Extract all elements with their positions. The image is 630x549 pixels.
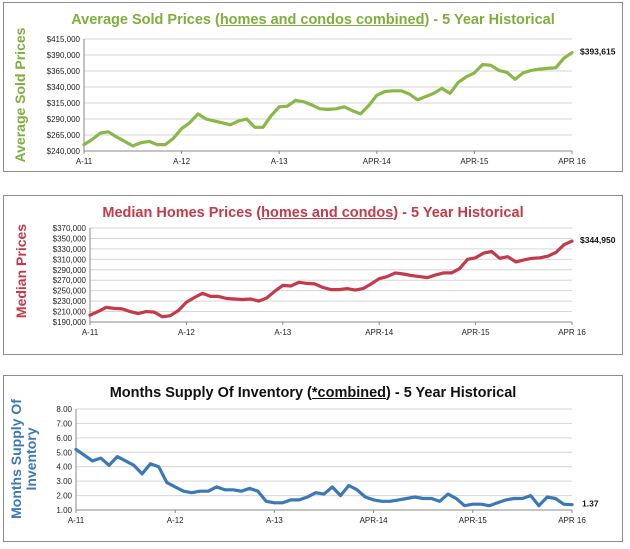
- x-tick-label: A-12: [167, 516, 184, 525]
- x-tick-label: APR-14: [360, 516, 389, 525]
- y-tick-label: 1.00: [56, 506, 72, 515]
- x-tick-label: APR-15: [462, 328, 491, 337]
- x-tick-label: A-11: [76, 157, 93, 166]
- x-tick-label: A-12: [178, 328, 195, 337]
- end-value-label: $344,950: [580, 235, 616, 245]
- y-tick-label: $210,000: [53, 308, 87, 317]
- x-tick-label: APR 16: [558, 157, 586, 166]
- y-tick-label: $290,000: [47, 115, 81, 124]
- x-tick-label: APR 16: [558, 516, 586, 525]
- y-tick-label: $350,000: [53, 234, 87, 243]
- series-line: [74, 447, 574, 508]
- y-tick-label: 2.00: [56, 492, 72, 501]
- end-value-label: $393,615: [580, 47, 616, 57]
- y-tick-label: $415,000: [47, 35, 81, 44]
- x-tick-label: APR-14: [363, 157, 392, 166]
- end-value-label: 1.37: [582, 499, 599, 509]
- title-underlined: homes and condos combined: [219, 12, 425, 28]
- title-underlined: homes and condos: [261, 205, 394, 221]
- average-sold-prices-chart: $240,000 $265,000 $290,000 $315,000 $340,000…: [47, 35, 616, 166]
- y-tick-label: $310,000: [53, 255, 87, 264]
- x-tick-label: APR-14: [365, 328, 394, 337]
- title-part: ) - 5 Year Historical: [386, 385, 517, 401]
- y-tick-label: 3.00: [56, 477, 72, 486]
- y-tick-label: 5.00: [56, 448, 72, 457]
- title-part: ) - 5 Year Historical: [393, 205, 524, 221]
- chart-title: Months Supply Of Inventory (*combined) -…: [4, 385, 622, 401]
- y-tick-label: $250,000: [53, 287, 87, 296]
- months-supply-chart: 1.00 2.00 3.00 4.00 5.00 6.00 7.00 8.00 A-11 A-12…: [56, 405, 599, 525]
- x-tick-label: A-11: [68, 516, 85, 525]
- y-tick-label: 4.00: [56, 463, 72, 472]
- y-tick-label: $365,000: [47, 67, 81, 76]
- x-tick-label: APR-15: [460, 157, 489, 166]
- x-tick-label: APR 16: [558, 328, 586, 337]
- y-tick-label: $390,000: [47, 51, 81, 60]
- y-tick-label: $315,000: [47, 99, 81, 108]
- title-underlined: *combined: [311, 385, 387, 401]
- y-tick-label: 7.00: [56, 419, 72, 428]
- y-tick-label: $230,000: [53, 297, 87, 306]
- y-tick-label: $370,000: [53, 224, 87, 233]
- y-tick-label: $290,000: [53, 266, 87, 275]
- series-line: [88, 239, 574, 319]
- y-tick-label: $240,000: [47, 147, 81, 156]
- x-tick-label: A-13: [271, 157, 288, 166]
- months-supply-panel: Months Supply Of Inventory (*combined) -…: [3, 375, 623, 542]
- y-tick-label: $190,000: [53, 318, 87, 327]
- y-tick-label: $270,000: [53, 276, 87, 285]
- title-part: Average Sold Prices (: [71, 12, 220, 28]
- x-tick-label: A-13: [274, 328, 291, 337]
- y-tick-label: 8.00: [56, 405, 72, 414]
- x-tick-label: APR-15: [459, 516, 488, 525]
- title-part: Months Supply Of Inventory (: [109, 385, 312, 401]
- chart-title: Median Homes Prices (homes and condos) -…: [4, 205, 622, 221]
- x-tick-label: A-11: [82, 328, 99, 337]
- series-line: [82, 51, 574, 148]
- x-tick-label: A-12: [173, 157, 190, 166]
- y-tick-label: $340,000: [47, 83, 81, 92]
- y-tick-label: $330,000: [53, 245, 87, 254]
- chart-title: Average Sold Prices (homes and condos co…: [4, 12, 622, 28]
- average-sold-prices-panel: Average Sold Prices (homes and condos co…: [3, 2, 623, 172]
- title-part: ) - 5 Year Historical: [424, 12, 555, 28]
- title-part: Median Homes Prices (: [102, 205, 262, 221]
- median-prices-panel: Median Homes Prices (homes and condos) -…: [3, 195, 623, 355]
- y-tick-label: $265,000: [47, 131, 81, 140]
- y-tick-label: 6.00: [56, 434, 72, 443]
- median-prices-chart: $190,000$210,000 $230,000$250,000 $270,000…: [53, 224, 616, 337]
- x-tick-label: A-13: [266, 516, 283, 525]
